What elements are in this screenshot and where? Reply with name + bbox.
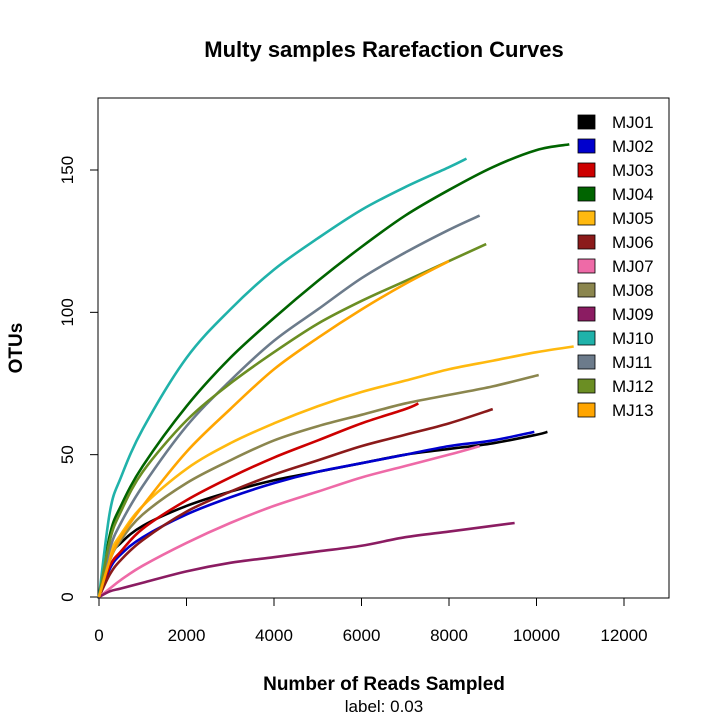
series-line-mj09	[98, 521, 515, 599]
legend-label-mj01: MJ01	[612, 113, 654, 132]
series-line-mj01	[97, 430, 548, 598]
legend-swatch-mj05	[577, 210, 596, 226]
series-line-mj13	[97, 259, 450, 598]
x-tick-label: 6000	[343, 626, 381, 645]
x-tick-label: 10000	[513, 626, 560, 645]
plot-frame	[97, 97, 670, 599]
legend-swatch-mj01	[577, 114, 596, 130]
series-line-mj07	[98, 444, 480, 599]
legend-label-mj04: MJ04	[612, 185, 654, 204]
y-tick-label: 0	[58, 592, 77, 601]
y-tick-label: 100	[58, 298, 77, 326]
legend: MJ01 MJ02 MJ03 MJ04 MJ05 MJ06 MJ07 MJ08 MJ09 MJ10…	[577, 113, 654, 420]
legend-label-mj12: MJ12	[612, 377, 654, 396]
y-axis: 0 50 100 150	[58, 156, 98, 602]
series-line-mj11	[97, 214, 481, 598]
legend-swatch-mj07	[577, 258, 596, 274]
legend-swatch-mj03	[577, 162, 596, 178]
chart-subtitle: label: 0.03	[345, 697, 423, 716]
x-axis: 0 2000 4000 6000 8000 10000 12000	[94, 598, 648, 645]
legend-swatch-mj06	[577, 234, 596, 250]
x-tick-label: 2000	[168, 626, 206, 645]
legend-label-mj09: MJ09	[612, 305, 654, 324]
series-lines	[97, 143, 574, 599]
legend-label-mj10: MJ10	[612, 329, 654, 348]
legend-label-mj07: MJ07	[612, 257, 654, 276]
legend-label-mj13: MJ13	[612, 401, 654, 420]
legend-label-mj06: MJ06	[612, 233, 654, 252]
x-tick-label: 12000	[600, 626, 647, 645]
series-line-mj05	[97, 345, 574, 598]
chart-title: Multy samples Rarefaction Curves	[204, 37, 563, 62]
legend-swatch-mj09	[577, 306, 596, 322]
series-line-mj04	[97, 143, 570, 598]
series-line-mj12	[97, 242, 487, 598]
legend-swatch-mj10	[577, 330, 596, 346]
series-line-mj02	[97, 430, 535, 598]
y-tick-label: 150	[58, 156, 77, 184]
series-line-mj06	[97, 407, 494, 598]
legend-swatch-mj02	[577, 138, 596, 154]
legend-label-mj08: MJ08	[612, 281, 654, 300]
legend-swatch-mj08	[577, 282, 596, 298]
legend-swatch-mj13	[577, 402, 596, 418]
legend-label-mj05: MJ05	[612, 209, 654, 228]
y-tick-label: 50	[58, 445, 77, 464]
legend-label-mj11: MJ11	[612, 353, 652, 372]
series-line-mj03	[97, 402, 419, 598]
legend-swatch-mj04	[577, 186, 596, 202]
legend-swatch-mj11	[577, 354, 596, 370]
x-axis-title: Number of Reads Sampled	[263, 674, 505, 695]
series-line-mj08	[97, 373, 540, 598]
x-tick-label: 0	[94, 626, 103, 645]
y-axis-title: OTUs	[6, 323, 27, 374]
x-tick-label: 8000	[430, 626, 468, 645]
legend-swatch-mj12	[577, 378, 596, 394]
series-line-mj10	[97, 157, 468, 598]
legend-label-mj03: MJ03	[612, 161, 654, 180]
x-tick-label: 4000	[255, 626, 293, 645]
legend-label-mj02: MJ02	[612, 137, 654, 156]
